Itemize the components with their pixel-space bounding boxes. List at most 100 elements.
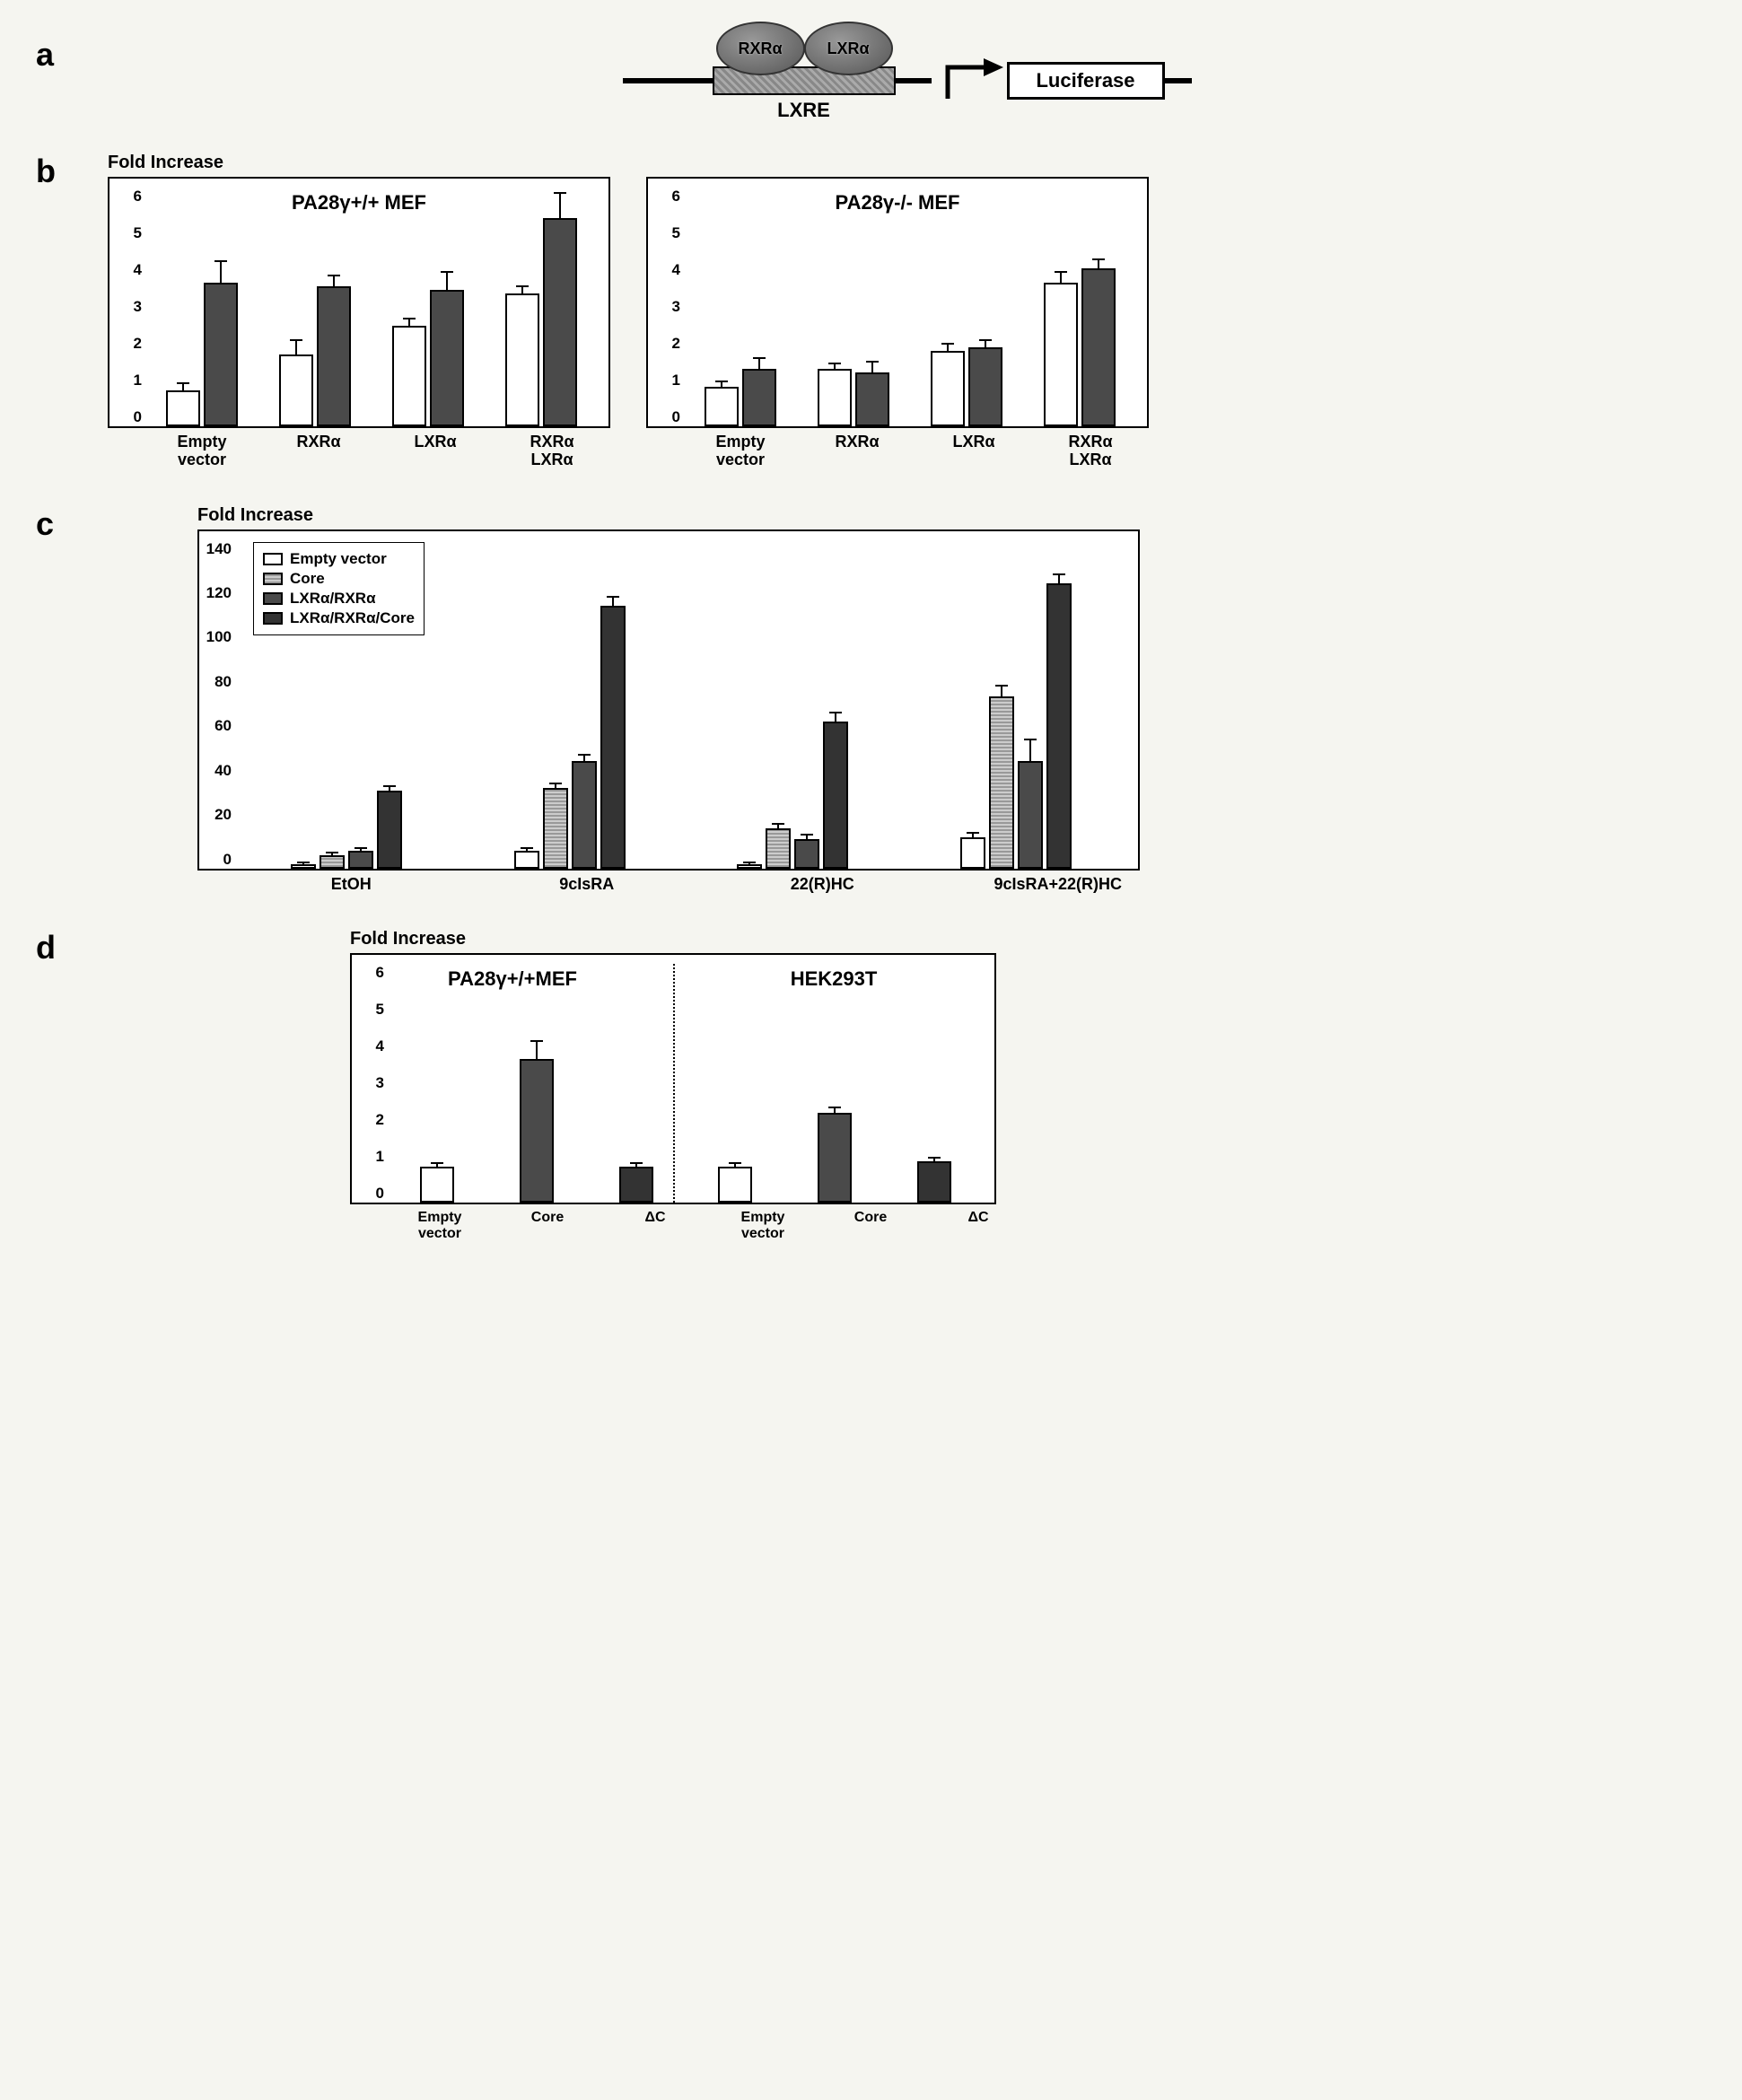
chart-container: 6543210PA28γ-/- MEF bbox=[646, 177, 1149, 428]
legend-swatch bbox=[263, 592, 283, 605]
bar-group bbox=[818, 969, 852, 1203]
bar-group bbox=[166, 193, 238, 426]
bar-group bbox=[718, 969, 752, 1203]
bar-group bbox=[520, 969, 554, 1203]
panel-d: d Fold Increase 6543210PA28γ+/+MEFHEK293… bbox=[36, 929, 1706, 1241]
bar-fill bbox=[917, 1161, 951, 1203]
legend-swatch bbox=[263, 553, 283, 565]
bar bbox=[931, 193, 965, 426]
bar-fill bbox=[543, 788, 568, 868]
panel-c-title: Fold Increase bbox=[197, 505, 1706, 526]
bar bbox=[960, 546, 985, 869]
lxre-diagram: RXRα LXRα LXRE Luciferase bbox=[108, 36, 1706, 117]
bar bbox=[543, 193, 577, 426]
error-bar bbox=[1029, 739, 1031, 762]
bar bbox=[705, 193, 739, 426]
error-bar bbox=[985, 340, 986, 347]
y-axis: 6543210 bbox=[109, 179, 145, 426]
y-axis: 6543210 bbox=[352, 955, 388, 1203]
bar-group bbox=[420, 969, 454, 1203]
y-axis: 140120100806040200 bbox=[199, 531, 235, 869]
y-tick: 3 bbox=[672, 298, 680, 316]
y-tick: 5 bbox=[376, 1001, 384, 1019]
luciferase-reporter: Luciferase bbox=[1007, 62, 1165, 100]
error-cap bbox=[290, 339, 302, 341]
panel-c-label: c bbox=[36, 505, 54, 543]
lxre-element: RXRα LXRα LXRE bbox=[713, 66, 896, 95]
bar bbox=[505, 193, 539, 426]
legend-swatch bbox=[263, 573, 283, 585]
error-cap bbox=[729, 1162, 741, 1164]
bar-fill bbox=[794, 839, 819, 868]
chart-legend: Empty vectorCoreLXRα/RXRαLXRα/RXRα/Core bbox=[253, 542, 425, 635]
bar-fill bbox=[514, 851, 539, 869]
panel-d-label: d bbox=[36, 929, 56, 967]
error-cap bbox=[772, 823, 784, 825]
bar-fill bbox=[823, 722, 848, 869]
bar-fill bbox=[377, 791, 402, 869]
bar bbox=[430, 193, 464, 426]
x-label: Empty vector bbox=[386, 1210, 494, 1241]
bar-group bbox=[514, 546, 626, 869]
error-cap bbox=[297, 862, 310, 863]
error-cap bbox=[1024, 739, 1037, 740]
bar bbox=[818, 969, 852, 1203]
x-label: RXRα bbox=[260, 433, 377, 469]
error-bar bbox=[1058, 574, 1060, 583]
legend-text: Empty vector bbox=[290, 550, 387, 568]
bar bbox=[968, 193, 1002, 426]
panel-a-content: RXRα LXRα LXRE Luciferase bbox=[108, 36, 1706, 117]
bar-group bbox=[279, 193, 351, 426]
panel-c: c Fold Increase 140120100806040200Empty … bbox=[36, 505, 1706, 894]
error-cap bbox=[326, 852, 338, 853]
bar bbox=[279, 193, 313, 426]
y-tick: 0 bbox=[134, 408, 142, 426]
y-tick: 4 bbox=[672, 261, 680, 279]
y-tick: 1 bbox=[672, 372, 680, 389]
y-tick: 1 bbox=[376, 1148, 384, 1166]
x-label: Core bbox=[817, 1210, 924, 1241]
error-bar bbox=[220, 261, 222, 283]
chart-area bbox=[145, 189, 598, 426]
bar bbox=[572, 546, 597, 869]
error-cap bbox=[828, 1107, 841, 1108]
chart-container: 6543210PA28γ+/+MEFHEK293T bbox=[350, 953, 996, 1204]
error-cap bbox=[355, 847, 367, 849]
bar-group bbox=[392, 193, 464, 426]
bar bbox=[520, 969, 554, 1203]
y-axis: 6543210 bbox=[648, 179, 684, 426]
bar-fill bbox=[204, 283, 238, 426]
error-cap bbox=[801, 834, 813, 836]
x-label: LXRα bbox=[915, 433, 1032, 469]
error-bar bbox=[612, 597, 614, 606]
error-bar bbox=[295, 340, 297, 354]
y-tick: 6 bbox=[376, 964, 384, 982]
x-labels: Empty vectorRXRαLXRαRXRα LXRα bbox=[144, 433, 610, 469]
bar-group bbox=[1044, 193, 1116, 426]
panel-b-subchart: 6543210PA28γ+/+ MEF Empty vectorRXRαLXRαR… bbox=[108, 177, 610, 469]
error-cap bbox=[967, 832, 979, 834]
bar-fill bbox=[855, 372, 889, 426]
bar bbox=[737, 546, 762, 869]
legend-item: Core bbox=[263, 570, 415, 588]
chart-container: 6543210PA28γ+/+ MEF bbox=[108, 177, 610, 428]
section-title: HEK293T bbox=[791, 967, 878, 991]
bar-fill bbox=[1046, 583, 1072, 869]
y-tick: 3 bbox=[134, 298, 142, 316]
bar bbox=[392, 193, 426, 426]
bar-fill bbox=[166, 390, 200, 426]
error-cap bbox=[521, 847, 533, 849]
lxr-receptor: LXRα bbox=[804, 22, 893, 75]
bar-fill bbox=[742, 369, 776, 426]
bar-fill bbox=[572, 761, 597, 868]
bar bbox=[317, 193, 351, 426]
bar-fill bbox=[600, 606, 626, 869]
error-cap bbox=[403, 318, 416, 319]
panel-b-subchart: 6543210PA28γ-/- MEFEmpty vectorRXRαLXRαR… bbox=[646, 177, 1149, 469]
y-tick: 60 bbox=[214, 717, 232, 735]
legend-item: LXRα/RXRα/Core bbox=[263, 609, 415, 627]
y-tick: 40 bbox=[214, 762, 232, 780]
error-cap bbox=[328, 275, 340, 276]
bar bbox=[855, 193, 889, 426]
panel-d-chart-wrap: 6543210PA28γ+/+MEFHEK293TEmpty vectorCor… bbox=[350, 953, 1706, 1241]
